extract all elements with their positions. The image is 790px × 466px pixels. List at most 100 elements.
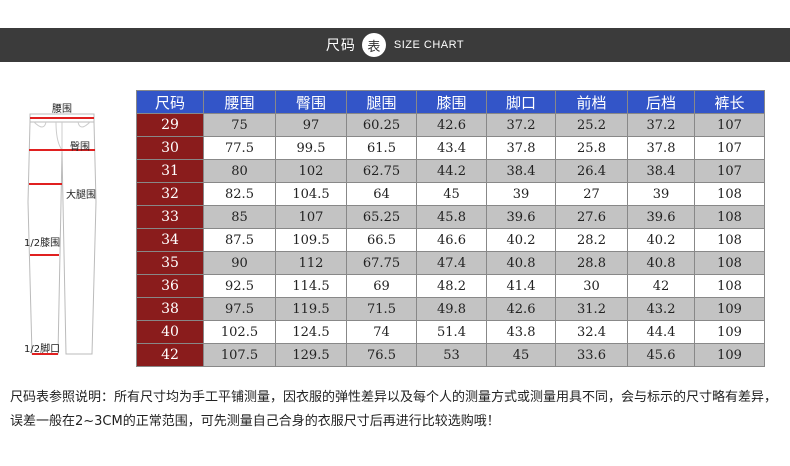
- table-cell: 25.8: [555, 136, 628, 160]
- header-title-en: SIZE CHART: [393, 39, 465, 51]
- table-cell: 107.5: [203, 343, 276, 367]
- table-cell: 26.4: [555, 159, 628, 183]
- table-cell: 41.4: [486, 274, 556, 298]
- table-cell: 109.5: [275, 228, 347, 252]
- table-cell: 46.6: [416, 228, 487, 252]
- size-cell: 32: [136, 182, 204, 206]
- table-cell: 37.8: [627, 136, 695, 160]
- table-cell: 31.2: [555, 297, 628, 321]
- table-cell: 77.5: [203, 136, 276, 160]
- col-header-back-rise: 后档: [627, 90, 695, 114]
- table-row: 31 80 102 62.75 44.2 38.4 26.4 38.4 107: [136, 159, 765, 183]
- table-cell: 108: [694, 228, 765, 252]
- size-note: 尺码表参照说明：所有尺寸均为手工平铺测量，因衣服的弹性差异以及每个人的测量方式或…: [10, 390, 778, 429]
- header-bar: 尺码 表 SIZE CHART: [0, 28, 790, 62]
- table-cell: 92.5: [203, 274, 276, 298]
- table-cell: 109: [694, 320, 765, 344]
- table-cell: 33.6: [555, 343, 628, 367]
- table-cell: 30: [555, 274, 628, 298]
- table-row: 40 102.5 124.5 74 51.4 43.8 32.4 44.4 109: [136, 320, 765, 344]
- table-cell: 114.5: [275, 274, 347, 298]
- table-cell: 124.5: [275, 320, 347, 344]
- table-cell: 37.8: [486, 136, 556, 160]
- table-cell: 82.5: [203, 182, 276, 206]
- table-cell: 44.4: [627, 320, 695, 344]
- table-cell: 74: [346, 320, 417, 344]
- table-cell: 102: [275, 159, 347, 183]
- table-cell: 87.5: [203, 228, 276, 252]
- table-cell: 62.75: [346, 159, 417, 183]
- table-cell: 69: [346, 274, 417, 298]
- table-cell: 107: [694, 113, 765, 137]
- table-cell: 71.5: [346, 297, 417, 321]
- table-cell: 43.8: [486, 320, 556, 344]
- table-cell: 107: [275, 205, 347, 229]
- table-cell: 39: [486, 182, 556, 206]
- table-row: 30 77.5 99.5 61.5 43.4 37.8 25.8 37.8 107: [136, 136, 765, 160]
- size-cell: 29: [136, 113, 204, 137]
- header-title-cn: 尺码: [325, 38, 356, 54]
- table-cell: 108: [694, 251, 765, 275]
- table-cell: 40.2: [486, 228, 556, 252]
- table-row: 29 75 97 60.25 42.6 37.2 25.2 37.2 107: [136, 113, 765, 137]
- size-table: 尺码 腰围 臀围 腿围 膝围 脚口 前档 后档 裤长 29 75 97 60.25 42…: [136, 90, 765, 367]
- diagram-label-knee: 1/2膝围: [24, 238, 61, 249]
- table-cell: 28.2: [555, 228, 628, 252]
- table-cell: 51.4: [416, 320, 487, 344]
- table-cell: 119.5: [275, 297, 347, 321]
- table-cell: 44.2: [416, 159, 487, 183]
- table-cell: 27: [555, 182, 628, 206]
- table-cell: 32.4: [555, 320, 628, 344]
- table-cell: 109: [694, 343, 765, 367]
- table-cell: 108: [694, 205, 765, 229]
- col-header-hem: 脚口: [486, 90, 556, 114]
- table-row: 35 90 112 67.75 47.4 40.8 28.8 40.8 108: [136, 251, 765, 275]
- size-cell: 30: [136, 136, 204, 160]
- table-row: 38 97.5 119.5 71.5 49.8 42.6 31.2 43.2 109: [136, 297, 765, 321]
- table-cell: 39.6: [627, 205, 695, 229]
- size-cell: 31: [136, 159, 204, 183]
- table-cell: 104.5: [275, 182, 347, 206]
- table-cell: 85: [203, 205, 276, 229]
- table-cell: 45: [416, 182, 487, 206]
- table-cell: 76.5: [346, 343, 417, 367]
- table-row: 36 92.5 114.5 69 48.2 41.4 30 42 108: [136, 274, 765, 298]
- table-cell: 107: [694, 136, 765, 160]
- table-cell: 109: [694, 297, 765, 321]
- table-cell: 129.5: [275, 343, 347, 367]
- pants-outline-icon: [27, 113, 97, 355]
- table-cell: 112: [275, 251, 347, 275]
- size-cell: 38: [136, 297, 204, 321]
- table-cell: 66.5: [346, 228, 417, 252]
- col-header-hip: 臀围: [275, 90, 347, 114]
- table-cell: 42: [627, 274, 695, 298]
- table-cell: 45: [486, 343, 556, 367]
- table-cell: 61.5: [346, 136, 417, 160]
- col-header-waist: 腰围: [203, 90, 276, 114]
- header-title-badge: 表: [361, 33, 386, 57]
- table-cell: 40.8: [627, 251, 695, 275]
- table-cell: 39: [627, 182, 695, 206]
- table-cell: 38.4: [486, 159, 556, 183]
- table-cell: 102.5: [203, 320, 276, 344]
- col-header-knee: 膝围: [416, 90, 487, 114]
- table-cell: 108: [694, 274, 765, 298]
- size-cell: 34: [136, 228, 204, 252]
- table-cell: 65.25: [346, 205, 417, 229]
- table-cell: 60.25: [346, 113, 417, 137]
- table-cell: 27.6: [555, 205, 628, 229]
- table-cell: 64: [346, 182, 417, 206]
- col-header-thigh: 腿围: [346, 90, 417, 114]
- table-cell: 25.2: [555, 113, 628, 137]
- table-cell: 97.5: [203, 297, 276, 321]
- size-cell: 33: [136, 205, 204, 229]
- table-header-row: 尺码 腰围 臀围 腿围 膝围 脚口 前档 后档 裤长: [136, 90, 765, 114]
- diagram-label-thigh: 大腿围: [66, 190, 96, 201]
- table-cell: 90: [203, 251, 276, 275]
- table-cell: 42.6: [416, 113, 487, 137]
- table-cell: 43.4: [416, 136, 487, 160]
- table-cell: 48.2: [416, 274, 487, 298]
- diagram-label-waist: 腰围: [52, 104, 72, 115]
- table-row: 42 107.5 129.5 76.5 53 45 33.6 45.6 109: [136, 343, 765, 367]
- table-cell: 38.4: [627, 159, 695, 183]
